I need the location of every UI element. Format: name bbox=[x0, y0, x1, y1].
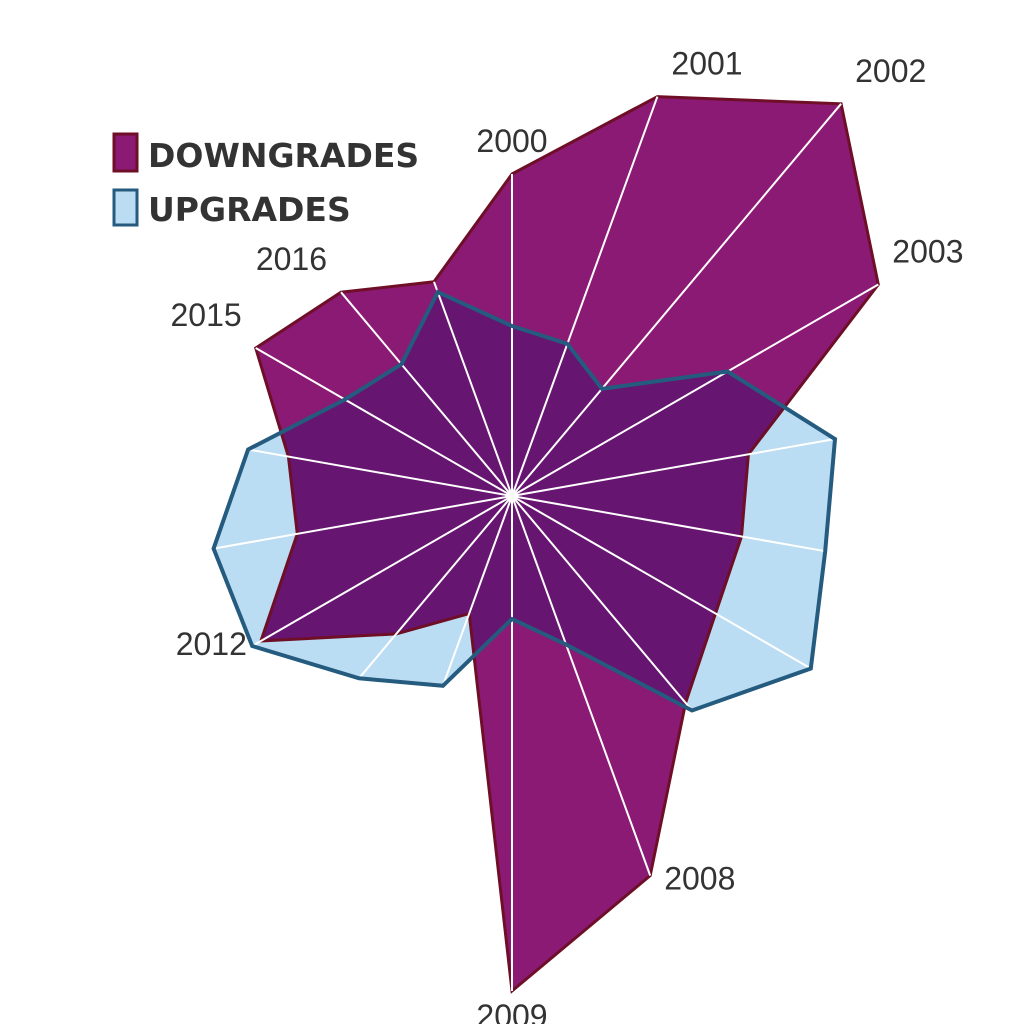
spoke-2017 bbox=[433, 281, 513, 497]
spoke-2012 bbox=[251, 495, 513, 647]
spoke-2015 bbox=[255, 347, 513, 497]
legend-swatch-upgrades bbox=[112, 188, 139, 227]
spoke-2007 bbox=[511, 495, 693, 712]
legend-label-downgrades: DOWNGRADES bbox=[148, 136, 419, 175]
spoke-2016 bbox=[340, 291, 513, 497]
category-label-2016: 2016 bbox=[256, 241, 327, 277]
spoke-2003 bbox=[511, 283, 879, 497]
legend-swatch-downgrades bbox=[112, 132, 139, 173]
category-label-2009: 2009 bbox=[476, 998, 547, 1024]
legend-label-upgrades: UPGRADES bbox=[148, 190, 351, 229]
category-label-2003: 2003 bbox=[892, 234, 963, 270]
category-label-2000: 2000 bbox=[476, 123, 547, 159]
spoke-2002 bbox=[511, 103, 842, 497]
spoke-2010 bbox=[441, 495, 513, 687]
spoke-2005 bbox=[511, 495, 826, 553]
center-point bbox=[509, 493, 515, 499]
spoke-2014 bbox=[247, 448, 513, 497]
spoke-2001 bbox=[511, 96, 659, 497]
category-label-2001: 2001 bbox=[671, 46, 742, 82]
spoke-2006 bbox=[511, 495, 812, 670]
radial-spokes bbox=[213, 96, 879, 991]
category-label-2015: 2015 bbox=[171, 297, 242, 333]
category-label-2002: 2002 bbox=[855, 53, 926, 89]
spoke-2011 bbox=[358, 495, 513, 679]
category-label-2012: 2012 bbox=[176, 626, 247, 662]
series-upgrades-outline bbox=[211, 289, 838, 713]
spoke-2004 bbox=[511, 438, 836, 497]
category-label-2008: 2008 bbox=[664, 861, 735, 897]
spoke-2008 bbox=[511, 495, 652, 876]
spoke-2013 bbox=[213, 495, 513, 550]
category-labels: 2000 2001 2002 2003 2008 2009 2012 2015 2016 bbox=[171, 46, 964, 1024]
legend: DOWNGRADES UPGRADES bbox=[112, 132, 419, 229]
